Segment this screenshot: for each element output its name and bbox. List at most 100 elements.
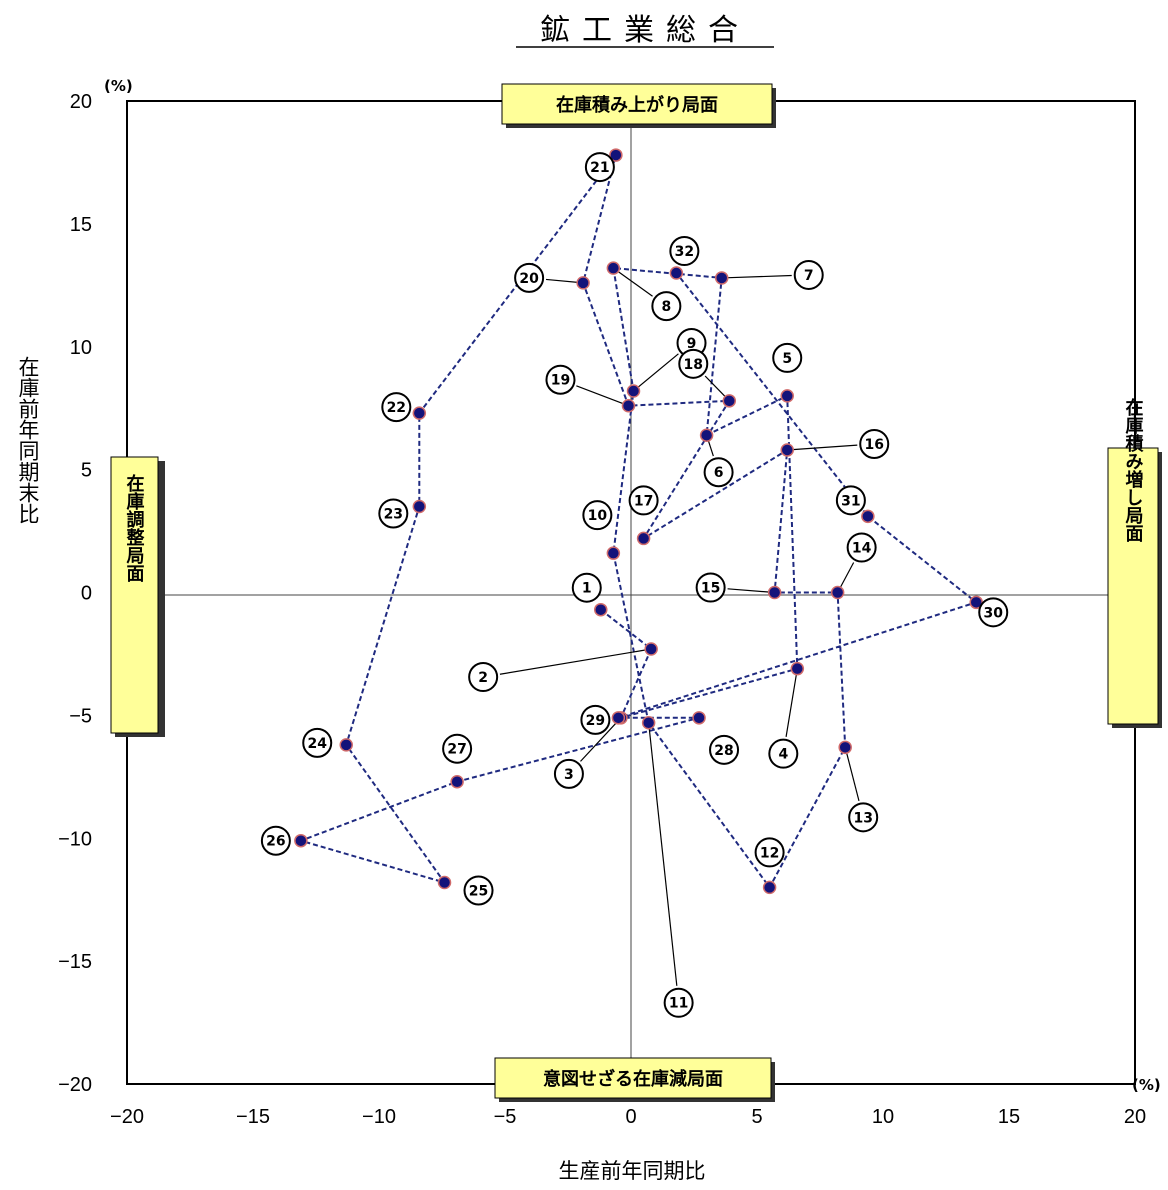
x-tick-label: 5 <box>751 1106 762 1128</box>
x-tick-label: 20 <box>1124 1106 1146 1128</box>
point-label: 26 <box>260 825 291 856</box>
point-label: 12 <box>754 837 785 868</box>
svg-text:4: 4 <box>778 747 788 763</box>
point-label: 3 <box>553 758 584 789</box>
data-point <box>606 546 621 560</box>
point-label: 4 <box>768 738 799 769</box>
data-point <box>714 271 729 285</box>
data-point <box>611 711 626 725</box>
data-point <box>762 880 777 895</box>
svg-text:20: 20 <box>519 271 539 287</box>
leader-line <box>785 668 798 738</box>
leader-line <box>499 648 652 675</box>
data-point <box>609 148 623 162</box>
svg-text:32: 32 <box>675 244 694 260</box>
point-label: 1 <box>571 572 602 603</box>
point-label: 21 <box>584 152 615 183</box>
x-axis-title: 生産前年同期比 <box>559 1159 706 1183</box>
data-point <box>437 875 452 890</box>
y-unit-label: (%) <box>104 77 133 95</box>
y-tick-label: −10 <box>58 828 92 850</box>
point-label: 27 <box>442 733 473 764</box>
data-point <box>669 266 684 280</box>
leader-line <box>576 385 629 407</box>
series-line <box>297 154 979 890</box>
markers <box>294 148 983 895</box>
svg-text:17: 17 <box>634 493 653 509</box>
point-label: 5 <box>772 342 803 373</box>
y-tick-labels: 20 15 10 5 0 −5 −10 −15 −20 <box>58 91 92 1096</box>
point-label: 2 <box>468 662 499 693</box>
leader-line <box>633 353 679 392</box>
svg-text:26: 26 <box>266 834 285 850</box>
point-label: 17 <box>628 485 659 516</box>
point-label: 15 <box>695 572 726 603</box>
leader-line <box>727 588 775 594</box>
point-labels: 1234567891011121314151617181920212223242… <box>260 152 1009 1018</box>
y-tick-label: 20 <box>70 91 92 113</box>
x-tick-label: −15 <box>236 1106 270 1128</box>
point-label: 7 <box>793 259 824 290</box>
leader-line <box>613 267 653 297</box>
data-point <box>594 602 608 617</box>
data-point <box>621 398 636 413</box>
y-tick-label: −5 <box>69 705 92 727</box>
data-point <box>339 738 353 752</box>
svg-text:5: 5 <box>782 351 792 367</box>
point-label: 18 <box>678 348 709 379</box>
x-tick-label: −10 <box>362 1106 396 1128</box>
y-tick-label: 5 <box>81 460 92 482</box>
svg-text:在庫積み上がり局面: 在庫積み上がり局面 <box>556 94 718 116</box>
leader-line <box>721 274 792 279</box>
x-tick-label: −5 <box>494 1106 517 1128</box>
leader-line <box>648 722 678 986</box>
svg-text:22: 22 <box>387 400 406 416</box>
x-tick-labels: −20 −15 −10 −5 0 5 10 15 20 <box>110 1106 1146 1128</box>
point-label: 14 <box>846 532 877 563</box>
data-point <box>780 389 794 403</box>
point-label: 10 <box>582 500 613 531</box>
x-tick-label: −20 <box>110 1106 144 1128</box>
leader-line <box>844 747 860 802</box>
y-tick-label: 0 <box>81 583 92 605</box>
svg-text:10: 10 <box>588 508 608 524</box>
point-label: 11 <box>663 987 694 1018</box>
data-point <box>838 740 852 755</box>
svg-text:13: 13 <box>853 810 872 826</box>
svg-text:23: 23 <box>384 506 403 522</box>
x-tick-label: 0 <box>625 1106 636 1128</box>
point-label: 28 <box>709 734 740 765</box>
svg-text:15: 15 <box>701 581 720 597</box>
leader-line <box>580 717 622 762</box>
x-tick-label: 10 <box>872 1106 894 1128</box>
svg-text:意図せざる在庫減局面: 意図せざる在庫減局面 <box>543 1068 723 1090</box>
svg-text:25: 25 <box>469 883 488 899</box>
point-label: 24 <box>302 727 333 758</box>
point-label: 31 <box>835 485 866 516</box>
svg-text:16: 16 <box>864 437 883 453</box>
quadrant-label-left: 在庫調整局面 <box>110 456 165 737</box>
y-tick-label: 10 <box>70 337 92 359</box>
svg-text:在庫積み増し局面: 在庫積み増し局面 <box>1123 397 1145 543</box>
svg-text:18: 18 <box>684 357 703 373</box>
data-point <box>626 384 641 398</box>
data-point <box>576 276 590 290</box>
y-tick-label: −20 <box>58 1074 92 1096</box>
svg-text:3: 3 <box>564 767 574 783</box>
data-point <box>699 428 714 442</box>
y-tick-label: −15 <box>58 951 92 973</box>
point-label: 30 <box>978 597 1009 628</box>
point-label: 6 <box>703 457 734 488</box>
svg-text:12: 12 <box>760 845 779 861</box>
series-path <box>297 154 979 890</box>
svg-text:27: 27 <box>447 742 466 758</box>
leader-line <box>787 444 858 451</box>
point-label: 23 <box>378 498 409 529</box>
svg-text:2: 2 <box>478 670 488 686</box>
svg-text:29: 29 <box>586 713 605 729</box>
svg-text:21: 21 <box>590 160 609 176</box>
svg-text:14: 14 <box>852 541 872 557</box>
quadrant-label-top: 在庫積み上がり局面 <box>501 83 776 128</box>
point-label: 13 <box>848 802 879 833</box>
